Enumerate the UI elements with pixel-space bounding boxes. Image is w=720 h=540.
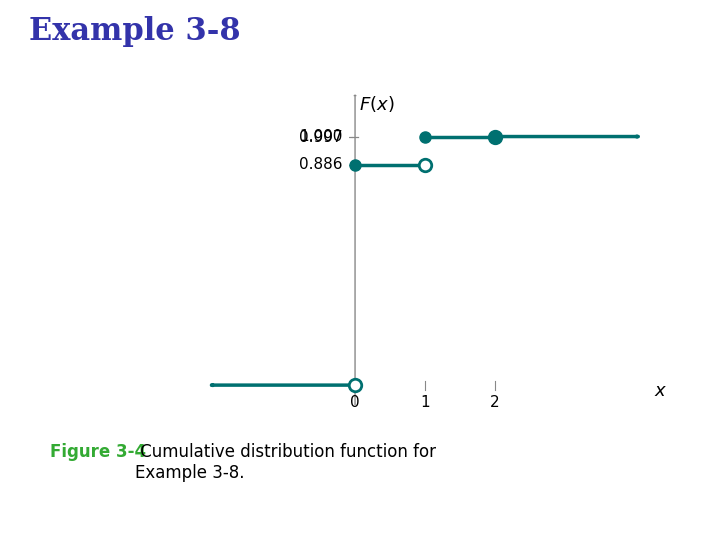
Text: $\mathit{F(x)}$: $\mathit{F(x)}$ xyxy=(359,94,394,114)
Text: 1: 1 xyxy=(420,395,430,409)
Text: Cumulative distribution function for
Example 3-8.: Cumulative distribution function for Exa… xyxy=(135,443,436,482)
Text: 0: 0 xyxy=(350,395,360,409)
Text: $\mathit{x}$: $\mathit{x}$ xyxy=(654,382,667,400)
Text: 2: 2 xyxy=(490,395,500,409)
Text: 1.000: 1.000 xyxy=(299,129,343,144)
Text: Figure 3-4: Figure 3-4 xyxy=(50,443,147,461)
Text: 0.886: 0.886 xyxy=(299,157,343,172)
Text: Example 3-8: Example 3-8 xyxy=(29,16,240,47)
Text: 0.997: 0.997 xyxy=(299,130,343,145)
